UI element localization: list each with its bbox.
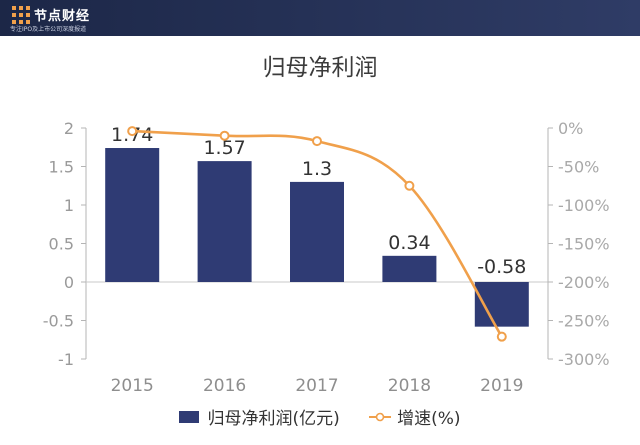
brand-header: 节点财经 专注IPO及上市公司深度报道: [0, 0, 640, 36]
bar-2015: [105, 148, 160, 282]
growth-point-2016: [219, 130, 230, 141]
left-tick-label: 1.5: [49, 158, 74, 177]
right-tick-label: -200%: [558, 273, 610, 292]
bar-2016: [197, 161, 252, 282]
brand-tagline: 专注IPO及上市公司深度报道: [10, 26, 87, 33]
left-tick-label: -0.5: [43, 312, 74, 331]
legend: 归母净利润(亿元) 增速(%): [0, 404, 640, 429]
growth-line: [132, 129, 503, 338]
right-axis: 0% -50% -100% -150% -200% -250% -300%: [547, 119, 610, 369]
bar-label-2019: -0.58: [477, 256, 526, 278]
category-label-2019: 2019: [480, 376, 523, 396]
growth-point-2017: [312, 136, 322, 147]
category-label-2016: 2016: [203, 376, 246, 396]
bar-label-2018: 0.34: [388, 232, 430, 254]
left-tick-label: 0: [64, 273, 74, 292]
growth-point-2018: [404, 180, 415, 191]
bar-2018: [382, 255, 437, 282]
right-tick-label: -150%: [558, 235, 610, 254]
bar-2017: [290, 181, 344, 282]
brand-name: 节点财经: [34, 9, 91, 24]
category-label-2018: 2018: [388, 376, 431, 396]
growth-line-series: [127, 126, 507, 342]
bar-label-2016: 1.57: [203, 137, 245, 159]
growth-point-2015: [127, 126, 138, 137]
left-tick-label: 1: [64, 196, 74, 215]
legend-item-growth: 增速(%): [369, 404, 461, 429]
bar-data-labels: 1.741.571.30.34-0.58: [111, 124, 526, 278]
legend-item-profit: 归母净利润(亿元): [179, 404, 340, 429]
chart-title: 归母净利润: [262, 55, 378, 81]
category-label-2017: 2017: [295, 376, 338, 396]
grid-dots-icon: [12, 6, 30, 24]
legend-label-profit: 归母净利润(亿元): [207, 409, 340, 429]
right-tick-label: -300%: [558, 350, 610, 369]
category-axis: 2015 2016 2017 2018 2019: [111, 376, 524, 396]
left-tick-label: 0.5: [49, 235, 74, 254]
bar-label-2017: 1.3: [302, 158, 332, 180]
right-tick-label: -100%: [558, 196, 610, 215]
right-tick-label: -250%: [558, 312, 610, 331]
left-tick-label: -1: [58, 350, 74, 369]
right-tick-label: 0%: [558, 119, 583, 138]
legend-bar-swatch: [179, 410, 200, 423]
legend-label-growth: 增速(%): [397, 409, 461, 429]
bar-series: [105, 148, 529, 327]
growth-point-2019: [496, 331, 507, 342]
right-tick-label: -50%: [558, 158, 599, 177]
left-tick-label: 2: [64, 119, 74, 138]
legend-line-swatch: [369, 411, 392, 423]
category-label-2015: 2015: [111, 376, 154, 396]
